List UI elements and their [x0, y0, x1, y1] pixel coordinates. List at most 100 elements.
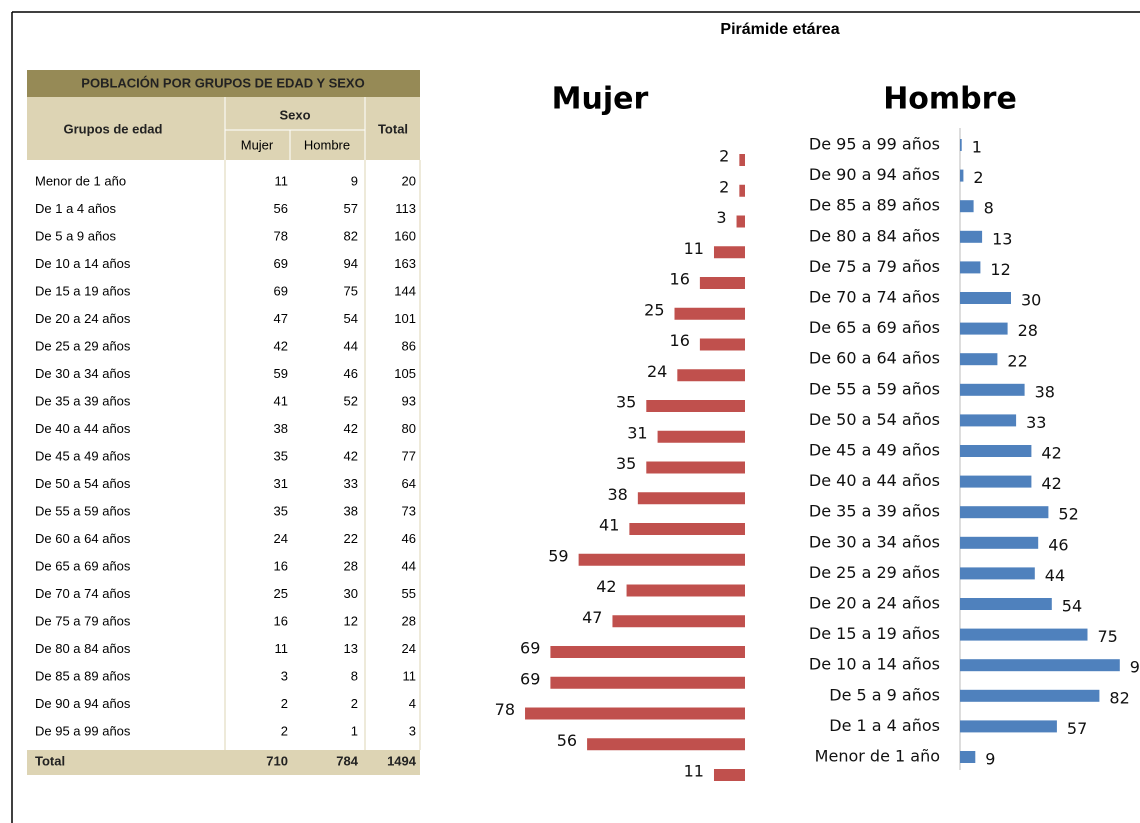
data-label: 57 [1067, 719, 1087, 738]
table-cell: 42 [344, 448, 358, 463]
table-cell: 69 [274, 256, 288, 271]
data-label: 2 [719, 177, 729, 196]
bar [739, 154, 745, 166]
data-label: 13 [992, 229, 1012, 248]
table-cell: 56 [274, 201, 288, 216]
header-cell: Total [378, 121, 408, 136]
table-title-bg [27, 70, 420, 97]
category-label: De 10 a 14 años [809, 655, 940, 674]
bar [960, 536, 1039, 549]
category-label: De 95 a 99 años [809, 135, 940, 154]
data-label: 42 [1041, 444, 1061, 463]
table-cell: 11 [275, 173, 289, 188]
table-cell: 69 [274, 283, 288, 298]
table-cell: 57 [344, 201, 358, 216]
category-label: De 50 a 54 años [809, 410, 940, 429]
bar [587, 738, 745, 751]
table-cell: De 90 a 94 años [35, 696, 131, 711]
bar [612, 615, 745, 628]
table-cell: 31 [274, 476, 288, 491]
table-cell: De 65 a 69 años [35, 558, 131, 573]
table-cell: De 60 a 64 años [35, 531, 131, 546]
data-label: 69 [520, 639, 540, 658]
table-cell: De 95 a 99 años [35, 723, 131, 738]
table-cell: 54 [344, 311, 358, 326]
data-label: 33 [1026, 413, 1046, 432]
header-cell: Mujer [241, 137, 274, 152]
table-cell: 160 [394, 228, 416, 243]
data-label: 2 [973, 168, 983, 187]
data-label: 42 [596, 577, 616, 596]
data-label: 35 [616, 393, 636, 412]
category-label: De 15 a 19 años [809, 624, 940, 643]
data-label: 16 [670, 331, 690, 350]
table-cell: 24 [402, 641, 416, 656]
table-cell: 33 [344, 476, 358, 491]
table-cell: 13 [344, 641, 358, 656]
bar [739, 184, 745, 197]
table-cell: 1 [351, 723, 358, 738]
data-label: 69 [520, 669, 540, 688]
bar [713, 769, 745, 781]
table-cell: Total [35, 753, 65, 768]
table-cell: 41 [274, 393, 288, 408]
bar [960, 200, 974, 213]
bar [674, 307, 745, 320]
table-cell: 52 [344, 393, 358, 408]
table-cell: 47 [274, 311, 288, 326]
bar [637, 492, 745, 505]
category-label: De 5 a 9 años [829, 685, 940, 704]
table-cell: 22 [344, 531, 358, 546]
table-total-bg [27, 750, 420, 775]
table-cell: De 50 a 54 años [35, 476, 131, 491]
bar [960, 689, 1100, 702]
data-label: 30 [1021, 291, 1041, 310]
table-cell: 8 [351, 668, 358, 683]
table-cell: De 10 a 14 años [35, 256, 131, 271]
bar [960, 628, 1088, 641]
bar [657, 430, 745, 443]
table-cell: 28 [402, 613, 416, 628]
table-cell: 1494 [387, 753, 417, 768]
table-cell: 46 [344, 366, 358, 381]
data-label: 56 [557, 731, 577, 750]
table-cell: De 20 a 24 años [35, 311, 131, 326]
data-label: 59 [548, 546, 568, 565]
bar [646, 400, 745, 412]
data-label: 31 [627, 423, 647, 442]
data-label: 54 [1062, 597, 1082, 616]
bar [960, 475, 1032, 488]
bar [960, 598, 1052, 610]
table-cell: De 5 a 9 años [35, 228, 116, 243]
data-label: 44 [1045, 566, 1065, 585]
table-cell: 42 [274, 338, 288, 353]
table-cell: 59 [274, 366, 288, 381]
table-cell: De 85 a 89 años [35, 668, 131, 683]
bar [960, 353, 998, 366]
table-cell: 2 [351, 696, 358, 711]
data-label: 1 [972, 138, 982, 157]
category-label: De 60 a 64 años [809, 349, 940, 368]
category-label: Menor de 1 año [815, 747, 940, 766]
data-label: 12 [990, 260, 1010, 279]
bar [960, 139, 962, 151]
table-cell: De 70 a 74 años [35, 586, 131, 601]
data-label: 16 [670, 270, 690, 289]
table-cell: 93 [402, 393, 416, 408]
category-label: De 40 a 44 años [809, 471, 940, 490]
bar [960, 261, 981, 274]
table-cell: 38 [274, 421, 288, 436]
table-cell: 35 [274, 503, 288, 518]
bar [960, 383, 1025, 396]
table-cell: 77 [402, 448, 416, 463]
table-cell: De 35 a 39 años [35, 393, 131, 408]
data-label: 82 [1109, 688, 1129, 707]
data-label: 3 [716, 208, 726, 227]
table-cell: 4 [409, 696, 416, 711]
data-label: 52 [1058, 505, 1078, 524]
category-label: De 55 a 59 años [809, 379, 940, 398]
table-cell: 30 [344, 586, 358, 601]
header-cell: Sexo [279, 107, 310, 122]
table-cell: 144 [394, 283, 416, 298]
